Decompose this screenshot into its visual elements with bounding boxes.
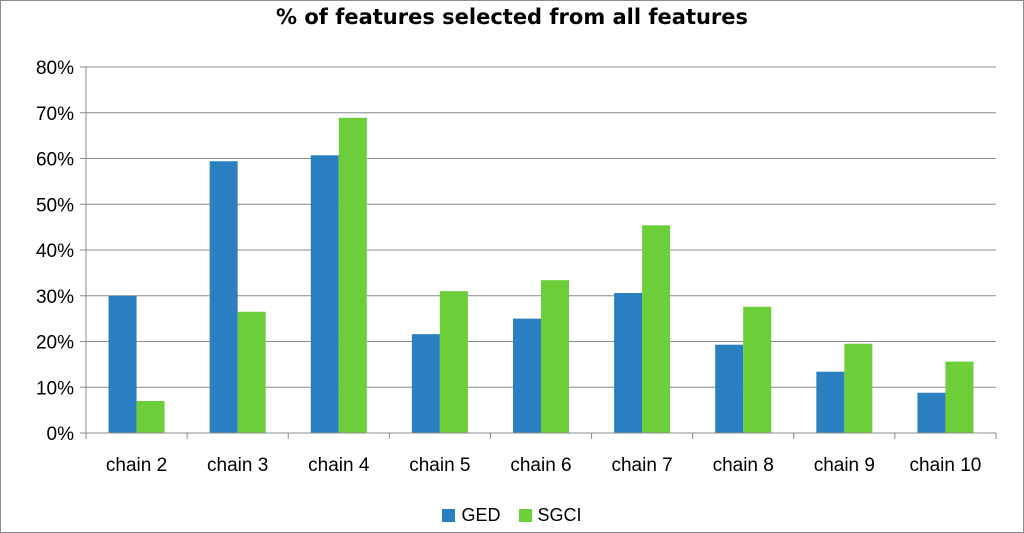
bar-sgci-chain-7 xyxy=(642,225,671,433)
bar-ged-chain-4 xyxy=(310,155,339,434)
bar-ged-chain-9 xyxy=(816,371,845,433)
x-tick-label: chain 8 xyxy=(713,455,774,476)
bar-sgci-chain-3 xyxy=(237,311,266,433)
y-tick-label: 30% xyxy=(36,287,74,308)
legend-swatch-sgci xyxy=(518,509,532,522)
axes xyxy=(85,67,997,439)
x-tick-label: chain 2 xyxy=(106,455,167,476)
bars xyxy=(108,117,974,434)
bar-ged-chain-5 xyxy=(411,334,440,433)
y-tick-label: 20% xyxy=(36,333,74,354)
x-tick-labels: chain 2 chain 3 chain 4 chain 5 chain 6 chain… xyxy=(106,455,981,476)
x-tick-label: chain 5 xyxy=(409,455,470,476)
y-tick-label: 70% xyxy=(36,104,74,125)
y-tick-label: 80% xyxy=(36,58,74,79)
x-tick-label: chain 3 xyxy=(207,455,268,476)
legend: GED SGCI xyxy=(1,505,1023,526)
bar-ged-chain-3 xyxy=(209,161,238,433)
legend-label-ged: GED xyxy=(461,505,501,525)
bar-sgci-chain-6 xyxy=(541,280,569,433)
y-tick-label: 0% xyxy=(47,424,75,445)
y-tick-label: 10% xyxy=(36,378,74,399)
y-tick-label: 60% xyxy=(36,150,74,171)
bar-sgci-chain-2 xyxy=(136,400,165,433)
chart-title: % of features selected from all features xyxy=(275,5,749,29)
y-tick-label: 40% xyxy=(36,241,74,262)
x-tick-label: chain 10 xyxy=(910,455,982,476)
x-tick-label: chain 4 xyxy=(308,455,370,476)
legend-item-ged: GED xyxy=(442,505,501,526)
y-tick-labels: 0% 10% 20% 30% 40% 50% 60% 70% 80% xyxy=(36,58,74,445)
bar-sgci-chain-9 xyxy=(844,343,873,433)
x-tick-label: chain 7 xyxy=(611,455,672,476)
bar-chart: 0%10%20%30%40%50%60%70%80% chain 2 chain … xyxy=(36,58,997,476)
legend-swatch-ged xyxy=(442,509,456,522)
bar-sgci-chain-5 xyxy=(439,291,468,433)
legend-label-sgci: SGCI xyxy=(537,505,582,525)
bar-ged-chain-8 xyxy=(715,344,744,433)
x-tick-label: chain 6 xyxy=(510,455,571,476)
bar-ged-chain-10 xyxy=(917,392,946,433)
legend-item-sgci: SGCI xyxy=(518,505,582,526)
bar-ged-chain-7 xyxy=(614,293,643,433)
bar-ged-chain-6 xyxy=(513,318,541,433)
bar-sgci-chain-8 xyxy=(743,306,772,433)
bar-ged-chain-2 xyxy=(108,295,137,433)
bar-sgci-chain-4 xyxy=(338,117,367,433)
y-tick-label: 50% xyxy=(36,195,74,216)
x-tick-label: chain 9 xyxy=(814,455,875,476)
bar-sgci-chain-10 xyxy=(945,361,974,433)
